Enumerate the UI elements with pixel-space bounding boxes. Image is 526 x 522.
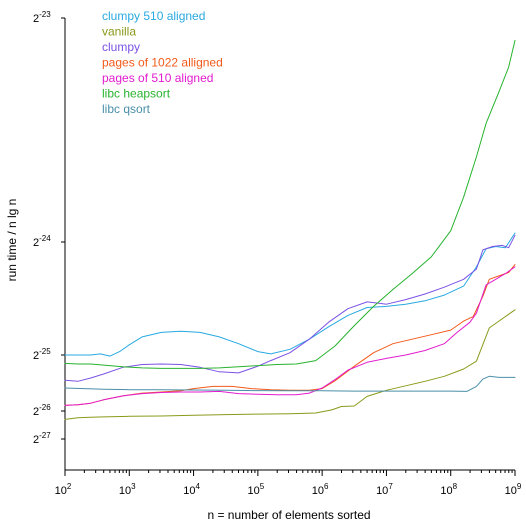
y-axis-label: run time / n lg n xyxy=(5,199,19,282)
y-tick-label: 2-24 xyxy=(33,234,51,249)
legend-entry: vanilla xyxy=(102,25,136,39)
y-tick-label: 2-25 xyxy=(33,347,51,362)
x-tick-label: 109 xyxy=(505,482,522,497)
series-line-vanilla xyxy=(64,309,516,420)
series-lines xyxy=(64,39,516,420)
x-tick-label: 104 xyxy=(183,482,200,497)
x-tick-label: 105 xyxy=(248,482,265,497)
series-line-pages-of-510-aligned xyxy=(64,266,516,406)
legend-entry: pages of 510 aligned xyxy=(102,71,213,85)
series-line-libc-heapsort xyxy=(64,39,516,369)
x-tick-label: 106 xyxy=(312,482,329,497)
axes: 2-23 2-24 2-25 2-26 2-27 102 103 104 105 106 107 10… xyxy=(33,10,522,497)
x-tick-label: 107 xyxy=(376,482,393,497)
series-line-clumpy xyxy=(64,234,516,382)
x-tick-label: 108 xyxy=(440,482,457,497)
series-line-clumpy-510-aligned xyxy=(64,232,516,357)
legend-entry: libc qsort xyxy=(102,102,151,116)
legend-entry: clumpy xyxy=(102,40,140,54)
y-tick-label: 2-27 xyxy=(33,431,51,446)
x-axis-label: n = number of elements sorted xyxy=(207,508,370,522)
x-tick-label: 103 xyxy=(119,482,136,497)
y-tick-label: 2-26 xyxy=(33,403,51,418)
legend-entry: libc heapsort xyxy=(102,87,171,101)
x-tick-label: 102 xyxy=(55,482,72,497)
series-line-libc-qsort xyxy=(64,375,516,392)
y-tick-label: 2-23 xyxy=(33,10,51,25)
legend-entry: pages of 1022 alligned xyxy=(102,56,223,70)
legend-entry: clumpy 510 aligned xyxy=(102,9,205,23)
